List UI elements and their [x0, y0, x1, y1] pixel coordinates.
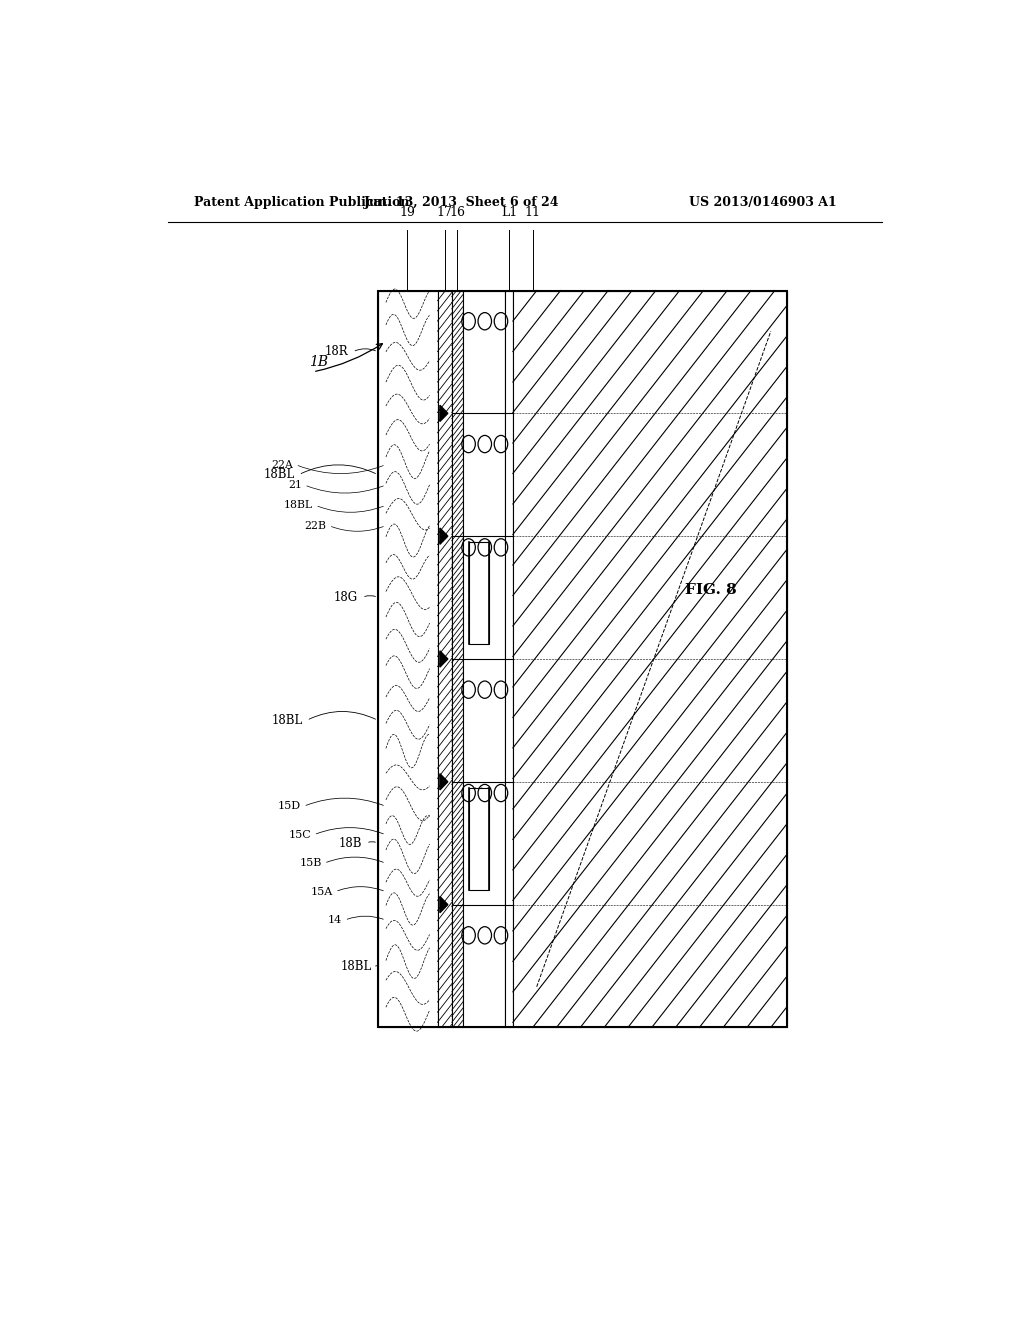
- Polygon shape: [440, 774, 447, 789]
- Bar: [378, 290, 786, 1027]
- Bar: [437, 290, 452, 1027]
- Text: 17: 17: [436, 206, 453, 219]
- Polygon shape: [440, 405, 447, 421]
- Bar: [505, 290, 513, 1027]
- Text: 15A: 15A: [310, 887, 333, 896]
- Text: 22A: 22A: [271, 459, 293, 470]
- Text: 15B: 15B: [299, 858, 322, 869]
- Text: Jun. 13, 2013  Sheet 6 of 24: Jun. 13, 2013 Sheet 6 of 24: [364, 195, 559, 209]
- Text: 15D: 15D: [278, 801, 301, 812]
- Text: 19: 19: [399, 206, 416, 219]
- Text: 22B: 22B: [304, 520, 327, 531]
- Text: US 2013/0146903 A1: US 2013/0146903 A1: [689, 195, 837, 209]
- Text: FIG. 8: FIG. 8: [685, 583, 737, 598]
- Text: 18BL: 18BL: [340, 960, 372, 973]
- Text: 14: 14: [328, 915, 342, 925]
- Text: Patent Application Publication: Patent Application Publication: [194, 195, 410, 209]
- Text: 18G: 18G: [334, 591, 358, 605]
- Text: 21: 21: [288, 480, 302, 490]
- Bar: [469, 543, 488, 644]
- Bar: [463, 290, 505, 1027]
- Text: 18BL: 18BL: [284, 500, 313, 511]
- Text: 11: 11: [524, 206, 541, 219]
- Polygon shape: [440, 896, 447, 912]
- Text: 18R: 18R: [325, 346, 348, 359]
- Bar: [378, 290, 437, 1027]
- Text: 18BL: 18BL: [263, 469, 295, 482]
- Text: L1: L1: [501, 206, 517, 219]
- Text: 18B: 18B: [339, 837, 362, 850]
- Text: 16: 16: [450, 206, 465, 219]
- Bar: [513, 290, 786, 1027]
- Bar: [469, 788, 488, 890]
- Text: 18BL: 18BL: [271, 714, 303, 727]
- Text: 1B: 1B: [309, 355, 328, 368]
- Text: 15C: 15C: [289, 830, 311, 840]
- Polygon shape: [440, 528, 447, 544]
- Bar: [452, 290, 463, 1027]
- Polygon shape: [440, 651, 447, 667]
